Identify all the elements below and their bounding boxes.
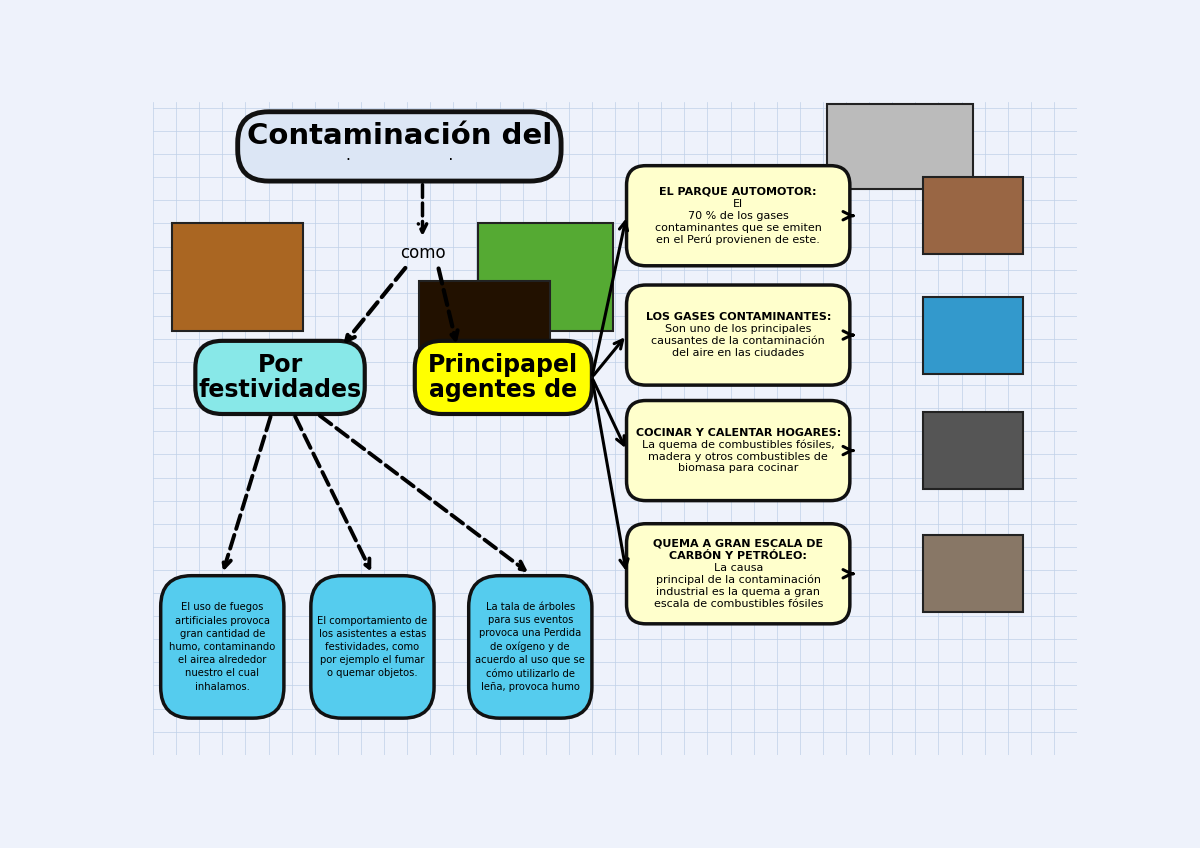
FancyBboxPatch shape <box>923 535 1024 612</box>
FancyBboxPatch shape <box>923 412 1024 489</box>
Text: Principapel: Principapel <box>428 353 578 377</box>
FancyBboxPatch shape <box>626 400 850 500</box>
FancyBboxPatch shape <box>415 341 592 414</box>
Text: madera y otros combustibles de: madera y otros combustibles de <box>648 451 828 461</box>
FancyBboxPatch shape <box>626 165 850 265</box>
FancyBboxPatch shape <box>827 104 973 189</box>
Text: en el Perú provienen de este.: en el Perú provienen de este. <box>656 234 820 245</box>
FancyBboxPatch shape <box>626 524 850 624</box>
Text: El uso de fuegos
artificiales provoca
gran cantidad de
humo, contaminando
el air: El uso de fuegos artificiales provoca gr… <box>169 602 276 691</box>
Text: Contaminación del: Contaminación del <box>247 121 552 149</box>
FancyBboxPatch shape <box>311 576 434 718</box>
FancyBboxPatch shape <box>161 576 284 718</box>
Text: EL PARQUE AUTOMOTOR:: EL PARQUE AUTOMOTOR: <box>660 187 817 197</box>
FancyBboxPatch shape <box>469 576 592 718</box>
FancyBboxPatch shape <box>479 223 613 332</box>
Text: biomasa para cocinar: biomasa para cocinar <box>678 464 798 473</box>
FancyBboxPatch shape <box>923 177 1024 254</box>
FancyBboxPatch shape <box>173 223 304 332</box>
Text: del aire en las ciudades: del aire en las ciudades <box>672 348 804 358</box>
Text: La quema de combustibles fósiles,: La quema de combustibles fósiles, <box>642 439 834 449</box>
Text: LOS GASES CONTAMINANTES:: LOS GASES CONTAMINANTES: <box>646 312 830 322</box>
Text: CARBÓN Y PETRÓLEO:: CARBÓN Y PETRÓLEO: <box>670 551 808 561</box>
Text: La tala de árboles
para sus eventos
provoca una Perdida
de oxígeno y de
acuerdo : La tala de árboles para sus eventos prov… <box>475 602 586 692</box>
Text: como: como <box>400 243 445 262</box>
Text: festividades: festividades <box>198 377 361 402</box>
FancyBboxPatch shape <box>238 112 562 181</box>
Text: ·                    ·: · · <box>346 153 454 168</box>
FancyBboxPatch shape <box>196 341 365 414</box>
FancyBboxPatch shape <box>923 297 1024 374</box>
Text: principal de la contaminación: principal de la contaminación <box>655 574 821 585</box>
Text: El comportamiento de
los asistentes a estas
festividades, como
por ejemplo el fu: El comportamiento de los asistentes a es… <box>317 616 427 678</box>
Text: QUEMA A GRAN ESCALA DE: QUEMA A GRAN ESCALA DE <box>653 539 823 549</box>
Text: contaminantes que se emiten: contaminantes que se emiten <box>655 223 822 232</box>
FancyBboxPatch shape <box>626 285 850 385</box>
Text: El: El <box>733 198 743 209</box>
FancyBboxPatch shape <box>419 282 550 382</box>
Text: causantes de la contaminación: causantes de la contaminación <box>652 336 826 346</box>
Text: agentes de: agentes de <box>430 377 577 402</box>
Text: La causa: La causa <box>714 563 763 572</box>
Text: COCINAR Y CALENTAR HOGARES:: COCINAR Y CALENTAR HOGARES: <box>636 427 841 438</box>
Text: Por: Por <box>258 353 302 377</box>
Text: industrial es la quema a gran: industrial es la quema a gran <box>656 587 821 597</box>
Text: 70 % de los gases: 70 % de los gases <box>688 210 788 220</box>
Text: Son uno de los principales: Son uno de los principales <box>665 324 811 334</box>
Text: escala de combustibles fósiles: escala de combustibles fósiles <box>654 599 823 609</box>
